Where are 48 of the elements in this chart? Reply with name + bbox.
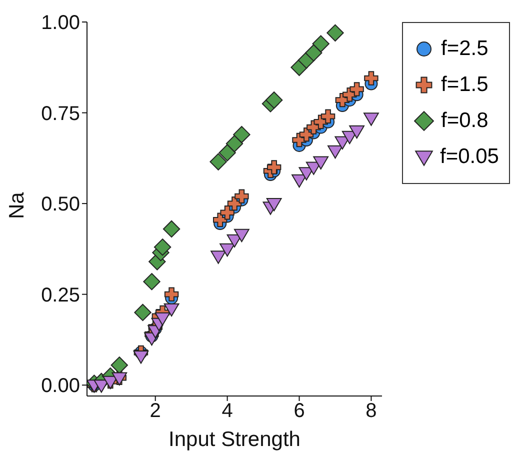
point (154, 312, 170, 326)
point (320, 109, 336, 124)
point (220, 206, 234, 220)
point (133, 350, 149, 364)
point (266, 198, 282, 212)
point (164, 287, 179, 302)
point (233, 126, 250, 144)
point (266, 160, 282, 174)
point (364, 71, 378, 86)
legend-label: f=0.8 (441, 109, 488, 133)
point (350, 82, 364, 96)
legend-label: f=2.5 (441, 37, 488, 61)
point (220, 243, 236, 257)
point (218, 144, 236, 162)
y-tick-label: 0.25 (41, 284, 80, 306)
x-tick-label: 4 (222, 400, 233, 422)
legend-label: f=0.05 (440, 145, 499, 169)
x-axis-title: Input Strength (168, 428, 300, 451)
point (162, 220, 180, 238)
point (210, 153, 227, 170)
y-tick-label: 0.00 (41, 375, 80, 398)
point (312, 35, 330, 52)
x-tick-label: 8 (366, 400, 377, 422)
y-tick-label: 0.50 (41, 194, 80, 216)
point (143, 273, 160, 290)
point (164, 303, 180, 317)
point (313, 156, 329, 170)
point (328, 145, 343, 159)
legend-label: f=1.5 (441, 73, 488, 97)
y-tick-label: 1.00 (41, 12, 80, 34)
y-axis-title: Na (5, 192, 28, 219)
point (364, 112, 379, 126)
point (154, 238, 172, 256)
point (234, 189, 249, 204)
point (210, 250, 226, 264)
point (110, 356, 128, 374)
y-tick-label: 0.75 (41, 102, 80, 125)
point (134, 304, 152, 322)
point (292, 174, 307, 188)
point (305, 44, 322, 62)
point (234, 228, 250, 242)
x-tick-label: 2 (150, 400, 161, 422)
point (265, 91, 283, 109)
point (226, 135, 244, 152)
point (227, 196, 242, 211)
point (326, 24, 344, 42)
point (349, 125, 365, 139)
x-tick-label: 6 (294, 400, 305, 422)
